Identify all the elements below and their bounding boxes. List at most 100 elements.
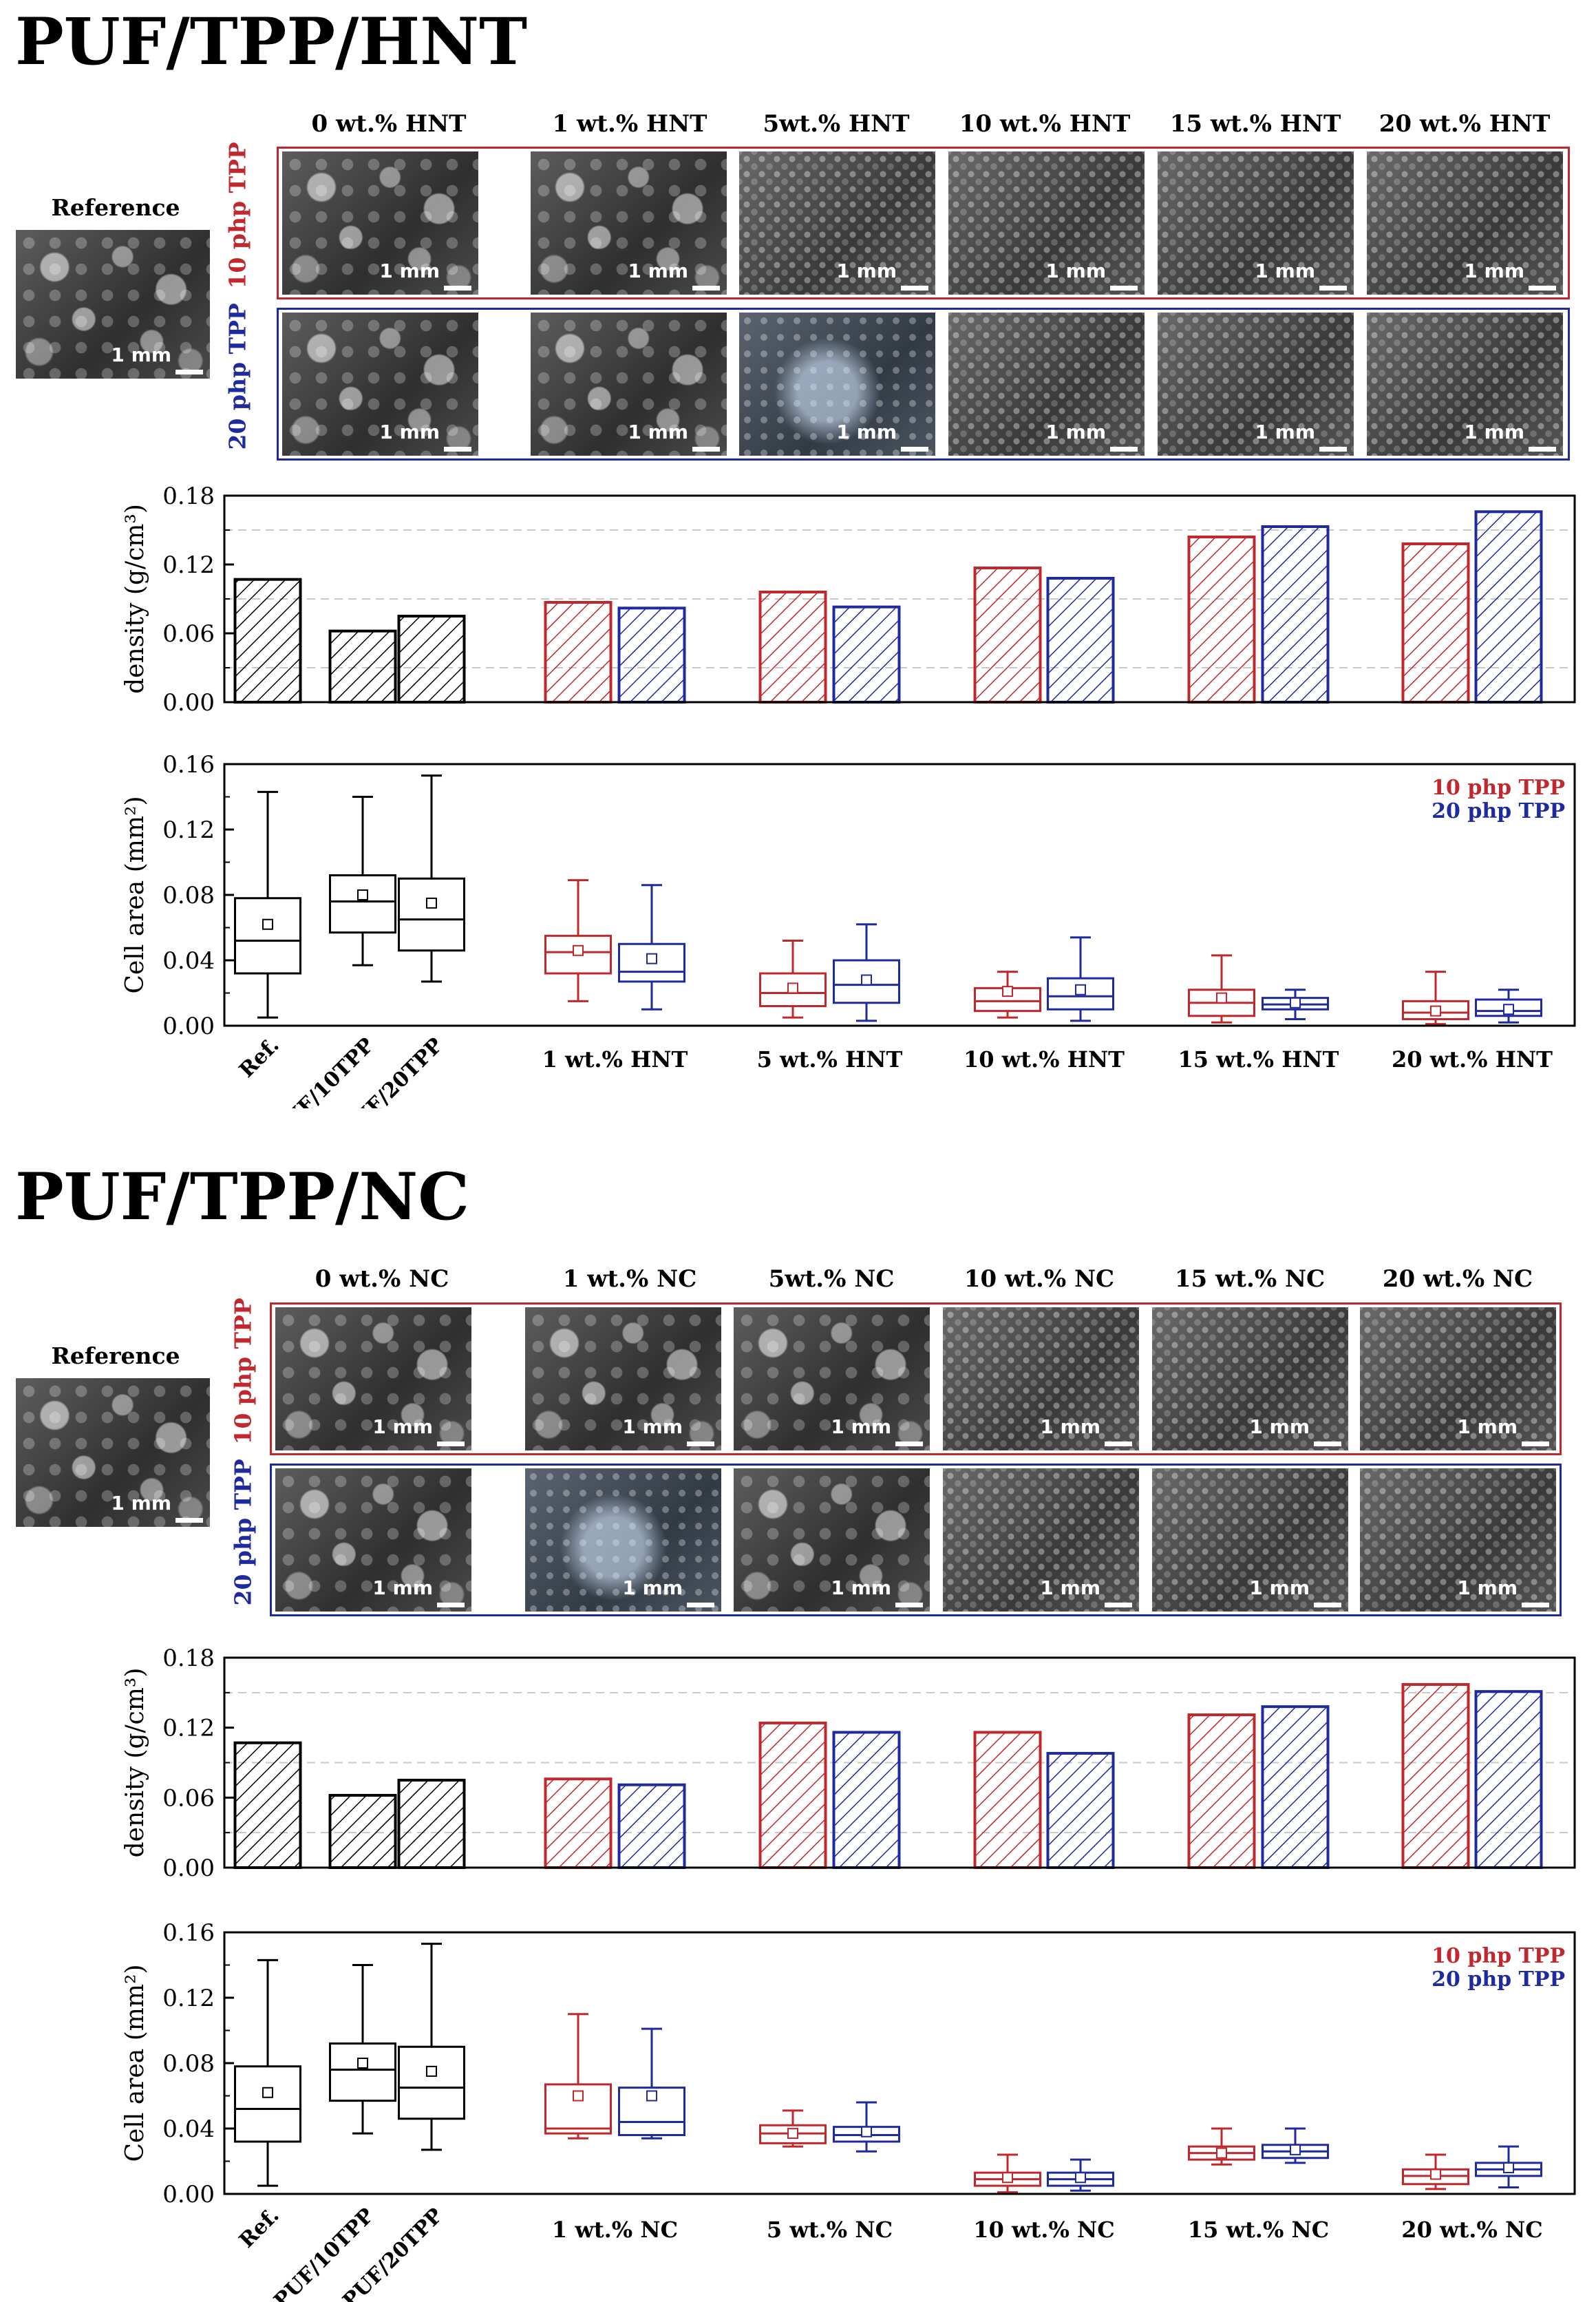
density-bar: [1474, 510, 1543, 704]
scale-label: 1 mm: [111, 344, 171, 366]
scale-bar: [692, 286, 720, 291]
mean-marker: [861, 2126, 872, 2137]
scale-bar: [444, 447, 471, 452]
y-tick-label: 0.16: [162, 751, 215, 779]
density-bar: [973, 567, 1042, 704]
column-label: 0 wt.% NC: [315, 1265, 449, 1293]
density-bar: [1187, 1713, 1256, 1870]
micrograph: 1 mm: [275, 1468, 471, 1612]
y-tick-label: 0.00: [162, 1013, 215, 1040]
column-label: 10 wt.% NC: [964, 1265, 1115, 1293]
mean-marker: [357, 2058, 368, 2069]
micrograph: 1 mm: [1158, 151, 1354, 295]
scale-label: 1 mm: [1040, 1415, 1100, 1438]
density-bar: [233, 578, 302, 704]
y-tick-label: 0.00: [162, 2181, 215, 2208]
box: [329, 2042, 396, 2102]
row-label-20php: 20 php TPP: [229, 1459, 257, 1606]
micrograph: 1 mm: [1152, 1307, 1348, 1450]
y-tick-label: 0.06: [162, 620, 215, 648]
density-bar: [328, 629, 397, 704]
box: [398, 2045, 465, 2120]
scale-bar: [437, 1603, 465, 1607]
scale-bar: [687, 1442, 714, 1446]
x-tick-label: 10 wt.% NC: [973, 2217, 1114, 2243]
scale-label: 1 mm: [1464, 260, 1524, 282]
density-bar: [758, 591, 827, 704]
y-tick-label: 0.04: [162, 947, 215, 975]
density-bar: [397, 1778, 466, 1870]
scale-label: 1 mm: [1457, 1415, 1518, 1438]
y-axis-label: density (g/cm³): [121, 1668, 149, 1858]
reference-micrograph-hnt: 1 mm: [16, 230, 210, 379]
scale-label: 1 mm: [379, 260, 440, 282]
scale-label: 1 mm: [628, 260, 688, 282]
micrograph: 1 mm: [525, 1468, 721, 1612]
scale-bar: [1314, 1603, 1341, 1607]
scale-label: 1 mm: [1464, 421, 1524, 443]
y-tick-label: 0.08: [162, 882, 215, 909]
density-bar: [1261, 525, 1330, 704]
density-bar: [832, 605, 901, 704]
mean-marker: [262, 918, 273, 930]
scale-bar: [1319, 447, 1347, 452]
density-bar: [973, 1731, 1042, 1869]
y-tick-label: 0.16: [162, 1919, 215, 1947]
scale-label: 1 mm: [628, 421, 688, 443]
mean-marker: [1075, 984, 1086, 995]
mean-marker: [1002, 986, 1013, 997]
scale-bar: [687, 1603, 714, 1607]
scale-label: 1 mm: [379, 421, 440, 443]
y-axis-label: density (g/cm³): [121, 504, 149, 694]
reference-label-nc: Reference: [51, 1342, 180, 1369]
nc-charts: 0.00 0.06 0.12 0.18 density (g/cm³) 0.00 0.04 0…: [121, 1645, 1576, 2302]
scale-bar: [175, 1518, 203, 1523]
mean-marker: [262, 2087, 273, 2098]
y-tick-label: 0.00: [162, 689, 215, 717]
density-bar: [1474, 1690, 1543, 1869]
micrograph: 1 mm: [1367, 313, 1563, 456]
density-bar: [832, 1731, 901, 1869]
scale-label: 1 mm: [836, 421, 897, 443]
box: [234, 897, 301, 975]
column-label: 10 wt.% HNT: [959, 110, 1131, 138]
scale-bar: [1522, 1603, 1549, 1607]
legend-entry: 20 php TPP: [1432, 799, 1565, 823]
box: [1047, 977, 1114, 1011]
scale-bar: [444, 286, 471, 291]
legend-entry: 10 php TPP: [1432, 1944, 1565, 1968]
y-tick-label: 0.12: [162, 1715, 215, 1742]
scale-bar: [437, 1442, 465, 1446]
micrograph: 1 mm: [1158, 313, 1354, 456]
scale-bar: [175, 370, 203, 374]
column-label: 5wt.% HNT: [763, 110, 910, 138]
micrograph: 1 mm: [525, 1307, 721, 1450]
micrograph: 1 mm: [1360, 1468, 1556, 1612]
scale-bar: [1110, 447, 1138, 452]
row-label-10php: 10 php TPP: [229, 1298, 257, 1445]
mean-marker: [1216, 992, 1227, 1004]
x-tick-label: 10 wt.% HNT: [964, 1046, 1125, 1073]
y-tick-label: 0.04: [162, 2115, 215, 2143]
x-tick-label: 1 wt.% HNT: [542, 1046, 688, 1073]
micrograph: 1 mm: [1367, 151, 1563, 295]
micrograph: 1 mm: [948, 313, 1145, 456]
mean-marker: [787, 2128, 798, 2140]
reference-micrograph-nc: 1 mm: [16, 1378, 210, 1527]
micrograph: 1 mm: [943, 1468, 1139, 1612]
scale-bar: [1529, 286, 1556, 291]
box: [974, 986, 1041, 1013]
mean-marker: [1216, 2147, 1227, 2159]
micrograph: 1 mm: [948, 151, 1145, 295]
micrograph: 1 mm: [734, 1468, 930, 1612]
y-tick-label: 0.08: [162, 2050, 215, 2078]
y-tick-label: 0.12: [162, 551, 215, 579]
legend-entry: 10 php TPP: [1432, 776, 1565, 800]
column-label: 5wt.% NC: [768, 1265, 895, 1293]
row-frame-20php: [277, 308, 1570, 461]
scale-bar: [895, 1603, 923, 1607]
y-tick-label: 0.18: [162, 1645, 215, 1672]
y-tick-label: 0.06: [162, 1784, 215, 1812]
micrograph: 1 mm: [739, 313, 935, 456]
column-label: 20 wt.% HNT: [1379, 110, 1551, 138]
